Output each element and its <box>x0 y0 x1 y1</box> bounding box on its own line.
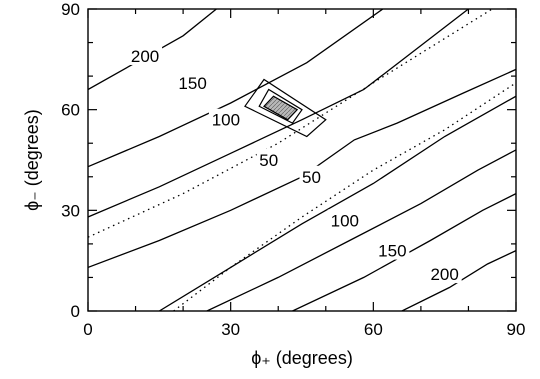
contour-label-bg-3 <box>256 149 281 169</box>
region-filled-2 <box>263 95 299 121</box>
y-tick-label-0: 0 <box>71 302 80 321</box>
contour-line-150-6 <box>292 193 516 311</box>
contour-label-bg-4 <box>299 165 324 186</box>
axis-ticks <box>87 8 517 312</box>
contour-line-150-1 <box>88 9 384 168</box>
contour-label-6: 150 <box>378 242 406 261</box>
confidence-regions <box>244 78 327 138</box>
contour-line-100-2 <box>88 9 469 218</box>
x-tick-label-90: 90 <box>507 320 526 339</box>
x-tick-label-60: 60 <box>364 320 383 339</box>
y-tick-label-90: 90 <box>61 0 80 19</box>
contour-label-bg-6 <box>375 239 410 260</box>
contour-labels: 200 150 100 50 50 100 150 200 <box>128 44 462 284</box>
region-outline-1 <box>258 88 303 124</box>
tick-labels: 0 30 60 90 0 30 60 90 <box>61 0 525 339</box>
contour-label-bg-5 <box>327 209 362 230</box>
y-axis-label: ϕ₋ (degrees) <box>22 109 42 211</box>
contour-line-50-4 <box>158 95 516 311</box>
region-outline-0 <box>244 78 327 138</box>
contour-label-0: 200 <box>131 47 159 66</box>
contour-label-bg-1 <box>175 71 210 92</box>
y-tick-label-30: 30 <box>61 201 80 220</box>
x-tick-label-30: 30 <box>221 320 240 339</box>
contour-label-7: 200 <box>430 265 458 284</box>
contour-line-200-7 <box>401 250 516 311</box>
contour-label-3: 50 <box>259 151 278 170</box>
contour-label-5: 100 <box>331 211 359 230</box>
contour-label-bg-0 <box>128 44 163 65</box>
contour-line-100-5 <box>206 149 516 311</box>
contour-label-1: 150 <box>178 74 206 93</box>
y-tick-label-60: 60 <box>61 101 80 120</box>
contour-label-2: 100 <box>212 111 240 130</box>
contour-label-4: 50 <box>302 168 321 187</box>
plot-frame <box>87 8 517 312</box>
dotted-line-0 <box>88 9 493 238</box>
contour-label-bg-2 <box>208 108 243 129</box>
contour-label-bg-7 <box>427 263 462 284</box>
x-axis-label: ϕ₊ (degrees) <box>251 348 353 368</box>
contour-line-50-3 <box>88 68 516 269</box>
x-tick-label-0: 0 <box>83 320 92 339</box>
contour-lines <box>88 9 516 311</box>
